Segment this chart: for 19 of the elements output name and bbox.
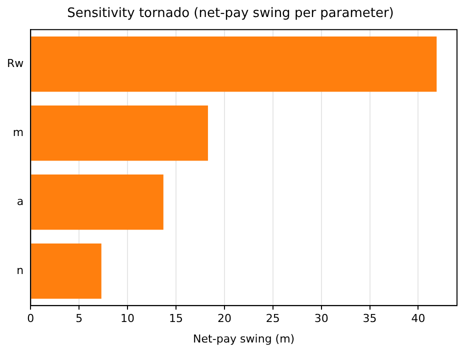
x-tick-label: 35 [362,312,377,326]
y-tick-label: Rw [7,56,24,70]
x-tick-label: 20 [217,312,232,326]
x-tick-label: 40 [411,312,426,326]
x-axis-title: Net-pay swing (m) [193,332,295,346]
x-tick-label: 15 [168,312,183,326]
bar [31,174,164,230]
x-tick-label: 30 [314,312,328,326]
y-tick-label: a [16,194,24,208]
x-tick-label: 5 [76,312,83,326]
x-tick-label: 25 [266,312,280,326]
chart-title: Sensitivity tornado (net-pay swing per parameter) [67,6,394,22]
x-tick-label: 0 [27,312,34,326]
y-tick-label: m [12,126,24,139]
y-tick-label: n [16,264,24,277]
bar [31,106,208,161]
bar [31,244,102,299]
x-tick-label: 10 [120,312,135,326]
bar [31,36,437,92]
